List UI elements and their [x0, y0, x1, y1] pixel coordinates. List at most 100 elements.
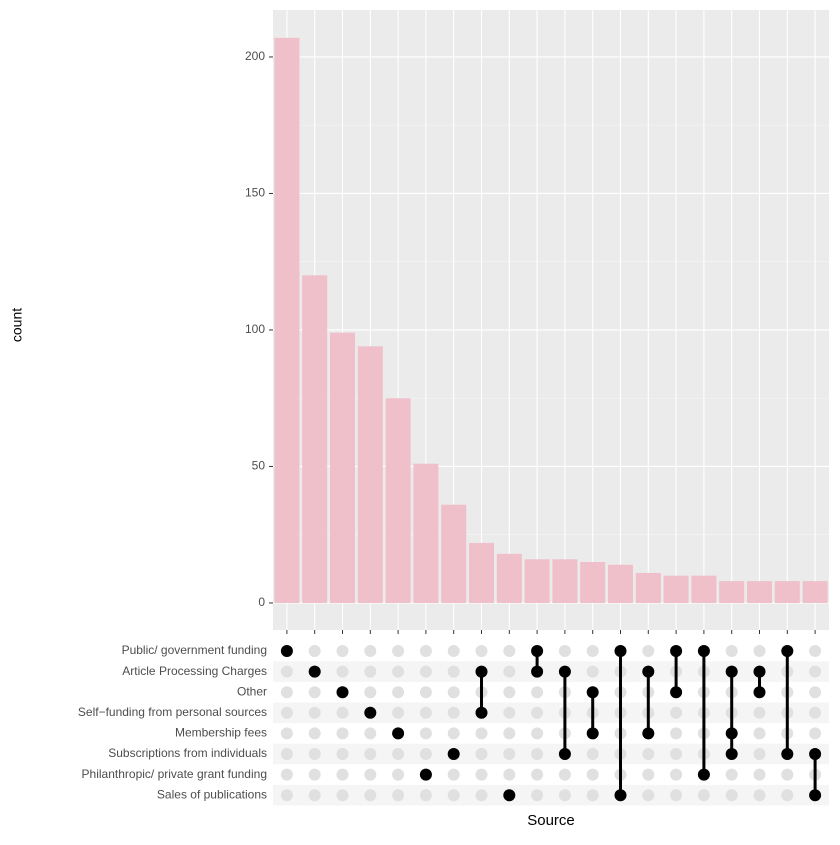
empty-dot [475, 789, 488, 802]
empty-dot [392, 748, 405, 760]
empty-dot [531, 706, 544, 719]
empty-dot [364, 665, 377, 678]
y-axis-title: count [9, 308, 25, 342]
bar [580, 562, 606, 603]
empty-dot [503, 665, 516, 678]
member-dot [558, 748, 571, 760]
empty-dot [725, 645, 738, 657]
member-dot [503, 789, 516, 802]
empty-dot [447, 727, 460, 740]
empty-dot [586, 748, 599, 760]
member-dot [753, 665, 766, 678]
bar [413, 463, 439, 603]
empty-dot [503, 645, 516, 657]
member-dot [614, 645, 627, 657]
empty-dot [447, 706, 460, 719]
empty-dot [364, 768, 377, 781]
empty-dot [336, 768, 349, 781]
empty-dot [364, 686, 377, 699]
empty-dot [809, 706, 822, 719]
set-label: Public/ government funding [122, 643, 267, 657]
empty-dot [531, 748, 544, 760]
empty-dot [280, 748, 293, 760]
member-dot [558, 665, 571, 678]
bar [468, 542, 495, 603]
empty-dot [419, 706, 432, 719]
empty-dot [753, 748, 766, 760]
set-label: Sales of publications [157, 787, 267, 801]
bar [774, 581, 800, 603]
empty-dot [503, 748, 516, 760]
empty-dot [558, 789, 571, 802]
empty-dot [419, 645, 432, 657]
empty-dot [392, 645, 405, 657]
empty-dot [475, 768, 488, 781]
member-dot [670, 645, 683, 657]
matrix-row-band [273, 661, 829, 682]
member-dot [781, 645, 794, 657]
plot-panel [273, 10, 829, 630]
member-dot [336, 686, 349, 699]
bar [329, 332, 356, 603]
matrix-row-band [273, 702, 829, 724]
empty-dot [364, 789, 377, 802]
empty-dot [419, 789, 432, 802]
empty-dot [809, 645, 822, 657]
empty-dot [364, 727, 377, 740]
bar [496, 553, 522, 603]
empty-dot [447, 686, 460, 699]
member-dot [753, 686, 766, 699]
empty-dot [809, 665, 822, 678]
empty-dot [781, 789, 794, 802]
empty-dot [503, 686, 516, 699]
member-dot [725, 748, 738, 760]
empty-dot [531, 768, 544, 781]
empty-dot [447, 768, 460, 781]
empty-dot [697, 789, 710, 802]
member-dot [475, 706, 488, 719]
empty-dot [503, 727, 516, 740]
set-label: Membership fees [175, 726, 267, 740]
matrix-row-band [273, 784, 829, 806]
empty-dot [586, 665, 599, 678]
member-dot [364, 706, 377, 719]
empty-dot [753, 727, 766, 740]
empty-dot [475, 727, 488, 740]
empty-dot [280, 789, 293, 802]
empty-dot [280, 727, 293, 740]
empty-dot [308, 686, 321, 699]
empty-dot [558, 768, 571, 781]
bar [274, 37, 300, 603]
empty-dot [336, 789, 349, 802]
empty-dot [586, 645, 599, 657]
empty-dot [364, 645, 377, 657]
member-dot [725, 727, 738, 740]
member-dot [419, 768, 432, 781]
bar [746, 581, 773, 603]
empty-dot [725, 789, 738, 802]
set-label: Subscriptions from individuals [108, 746, 267, 760]
empty-dot [392, 789, 405, 802]
set-label: Article Processing Charges [122, 664, 267, 678]
empty-dot [475, 748, 488, 760]
empty-dot [336, 706, 349, 719]
empty-dot [336, 665, 349, 678]
member-dot [781, 748, 794, 760]
member-dot [697, 768, 710, 781]
empty-dot [308, 789, 321, 802]
empty-dot [753, 645, 766, 657]
empty-dot [280, 768, 293, 781]
empty-dot [308, 768, 321, 781]
member-dot [725, 665, 738, 678]
empty-dot [531, 789, 544, 802]
member-dot [642, 665, 655, 678]
empty-dot [447, 789, 460, 802]
empty-dot [753, 789, 766, 802]
empty-dot [670, 706, 683, 719]
empty-dot [809, 727, 822, 740]
empty-dot [308, 748, 321, 760]
bar [385, 398, 411, 603]
bar [357, 346, 383, 603]
empty-dot [308, 727, 321, 740]
